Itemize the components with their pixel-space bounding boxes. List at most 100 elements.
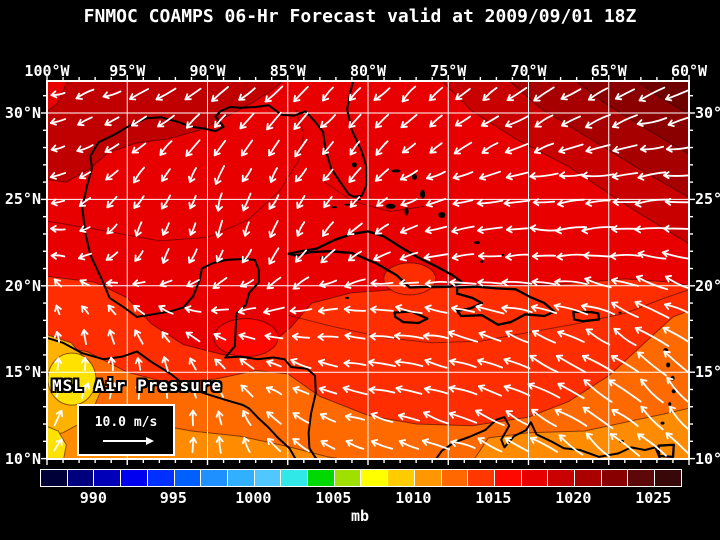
- wind-arrowhead: [423, 253, 430, 259]
- wind-arrowhead: [422, 410, 431, 414]
- wind-arrowhead: [506, 94, 511, 101]
- wind-arrowhead: [322, 147, 325, 155]
- wind-arrowhead: [478, 251, 485, 257]
- wind-arrow: [665, 432, 689, 456]
- wind-arrowhead: [611, 277, 618, 281]
- wind-arrowhead: [80, 305, 88, 309]
- wind-arrowhead: [50, 251, 58, 257]
- map-frame: [46, 80, 690, 460]
- wind-arrowhead: [238, 332, 246, 336]
- lat-label: 15°N: [695, 363, 720, 382]
- wind-arrow: [585, 432, 611, 458]
- wind-arrow: [532, 200, 556, 204]
- wind-arrowhead: [503, 198, 510, 205]
- wind-arrowhead: [582, 354, 590, 357]
- wind-arrowhead: [664, 302, 672, 306]
- wind-arrowhead: [192, 436, 198, 444]
- wind-arrowhead: [401, 146, 406, 154]
- wind-arrowhead: [637, 172, 644, 179]
- lon-label: 95°W: [109, 62, 146, 80]
- wind-arrowhead: [477, 384, 486, 388]
- colorbar-segment: [147, 470, 175, 486]
- wind-arrowhead: [188, 228, 192, 236]
- wind-arrowhead: [373, 93, 378, 101]
- wind-arrowhead: [58, 384, 63, 392]
- wind-arrow: [530, 306, 558, 314]
- wind-arrowhead: [452, 172, 458, 179]
- wind-arrow: [529, 355, 559, 373]
- wind-arrowhead: [532, 329, 540, 333]
- wind-arrowhead: [504, 120, 510, 127]
- lat-label: 20°N: [4, 276, 41, 295]
- wind-arrowhead: [134, 329, 142, 334]
- wind-arrowhead: [130, 119, 136, 127]
- wind-arrowhead: [348, 121, 352, 129]
- wind-arrowhead: [424, 304, 432, 309]
- wind-arrowhead: [161, 331, 169, 336]
- wind-arrowhead: [163, 356, 170, 362]
- colorbar-segment: [281, 470, 309, 486]
- wind-arrowhead: [238, 93, 242, 101]
- wind-arrow: [368, 388, 396, 394]
- wind-arrow: [479, 170, 501, 180]
- wind-arrow: [582, 355, 614, 373]
- wind-arrow: [634, 301, 670, 319]
- wind-arrow: [583, 254, 613, 258]
- wind-arrowhead: [214, 358, 222, 362]
- wind-arrowhead: [424, 226, 431, 233]
- wind-arrow: [613, 327, 637, 347]
- wind-arrowhead: [480, 119, 486, 127]
- wind-arrowhead: [349, 200, 353, 208]
- wind-arrowhead: [184, 93, 189, 101]
- wind-arrow: [582, 406, 614, 430]
- wind-arrow: [638, 86, 666, 102]
- island-speck: [391, 169, 401, 173]
- colorbar-segment: [628, 470, 656, 486]
- wind-arrowhead: [425, 199, 431, 207]
- wind-arrowhead: [664, 197, 672, 203]
- wind-arrowhead: [264, 332, 272, 337]
- wind-arrowhead: [612, 121, 617, 128]
- wind-arrowhead: [394, 332, 401, 337]
- island-speck: [412, 173, 418, 180]
- wind-arrowhead: [611, 225, 618, 231]
- wind-arrowhead: [215, 384, 223, 389]
- wind-arrowhead: [56, 331, 62, 337]
- island-speck: [666, 362, 671, 368]
- wind-arrowhead: [78, 252, 84, 260]
- wind-arrow: [293, 112, 309, 130]
- wind-arrow: [129, 88, 149, 100]
- colorbar-segment: [174, 470, 202, 486]
- wind-arrowhead: [77, 118, 82, 126]
- wind-arrowhead: [132, 279, 139, 285]
- wind-arrowhead: [161, 228, 165, 236]
- wind-arrowhead: [636, 351, 645, 354]
- wind-arrowhead: [155, 93, 160, 101]
- wind-arrowhead: [291, 332, 299, 338]
- wind-arrowhead: [505, 172, 512, 179]
- wind-arrowhead: [448, 384, 456, 389]
- coastline: [84, 233, 319, 459]
- overlay-title: MSL Air Pressure: [52, 376, 223, 395]
- wind-arrow: [527, 383, 561, 399]
- wind-arrow: [424, 359, 448, 369]
- pressure-region: [47, 81, 284, 183]
- wind-arrowhead: [241, 204, 245, 212]
- wind-arrowhead: [186, 280, 191, 287]
- wind-arrowhead: [343, 359, 351, 364]
- lon-label: 70°W: [510, 62, 547, 80]
- wind-arrow: [504, 437, 530, 453]
- wind-arrow: [423, 411, 449, 425]
- wind-arrowhead: [636, 119, 643, 125]
- wind-arrow: [611, 409, 639, 427]
- wind-arrowhead: [55, 304, 62, 310]
- wind-arrowhead: [368, 385, 376, 391]
- colorbar-tick: 1005: [315, 489, 352, 507]
- wind-arrowhead: [105, 173, 109, 181]
- wind-arrowhead: [557, 199, 563, 206]
- wind-arrow: [532, 254, 556, 258]
- wind-arrowhead: [78, 172, 84, 179]
- wind-arrowhead: [612, 145, 618, 152]
- wind-arrowhead: [640, 144, 646, 151]
- wind-arrowhead: [134, 229, 138, 237]
